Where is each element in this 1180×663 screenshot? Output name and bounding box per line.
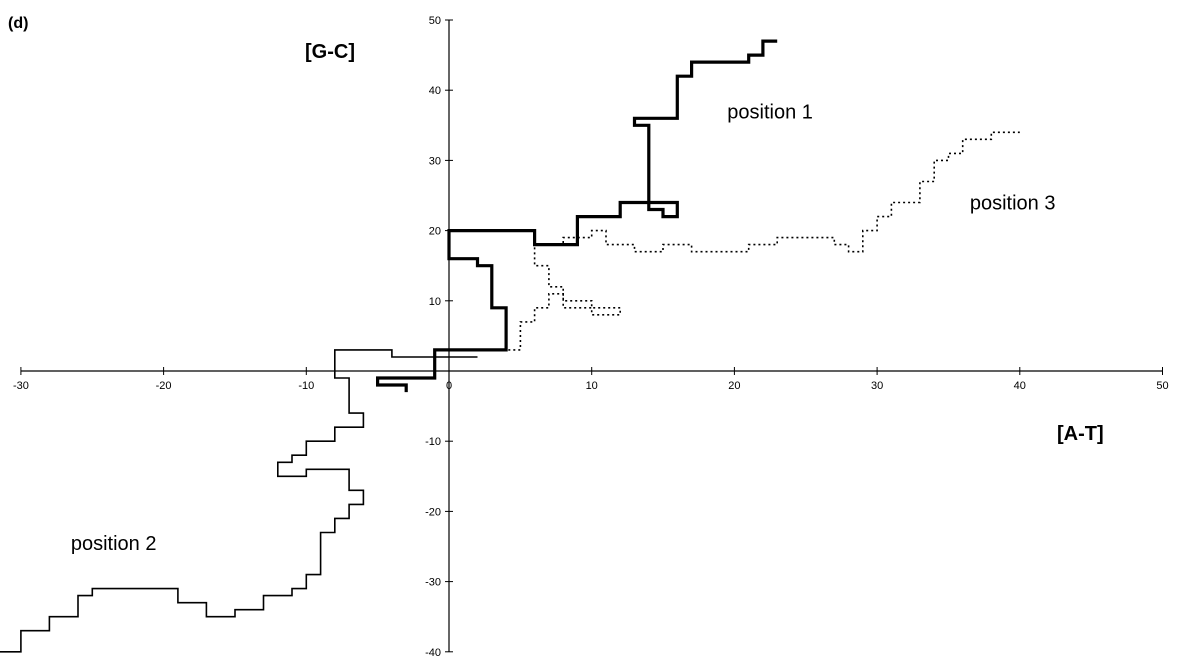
x-tick-label: 50 [1156,380,1168,392]
x-tick-label: -20 [156,380,172,392]
series-line-position-2 [0,349,478,653]
annotation-label: position 2 [71,533,157,555]
x-tick-label: -10 [298,380,314,392]
series-line-position-1 [376,39,778,393]
y-tick-label: -40 [425,647,441,659]
y-tick-label: 40 [429,85,441,97]
y-tick-label: 50 [429,15,441,27]
x-tick-label: 10 [586,380,598,392]
y-tick-label: -10 [425,436,441,448]
series-line-position-3 [463,131,1020,351]
series-layer [0,39,1020,653]
x-axis-title: [A-T] [1057,423,1104,445]
x-tick-label: -30 [13,380,29,392]
annotation-label: position 3 [970,193,1056,215]
x-tick-label: 30 [871,380,883,392]
y-tick-label: 20 [429,226,441,238]
x-axis-ticks: -30 -20 -10 0 10 20 30 40 50 [13,367,1169,392]
annotation-label: position 1 [727,101,813,123]
y-axis-ticks: -40 -30 -20 -10 10 20 30 40 50 [425,15,453,659]
y-tick-label: 30 [429,155,441,167]
y-tick-label: -30 [425,577,441,589]
annotations: position 1 position 3 position 2 [71,101,1056,555]
y-tick-label: 10 [429,296,441,308]
x-tick-label: 40 [1014,380,1026,392]
x-tick-label: 20 [728,380,740,392]
x-tick-label: 0 [446,380,452,392]
y-axis-title: [G-C] [305,41,355,63]
y-tick-label: -20 [425,506,441,518]
panel-label: (d) [8,15,28,32]
